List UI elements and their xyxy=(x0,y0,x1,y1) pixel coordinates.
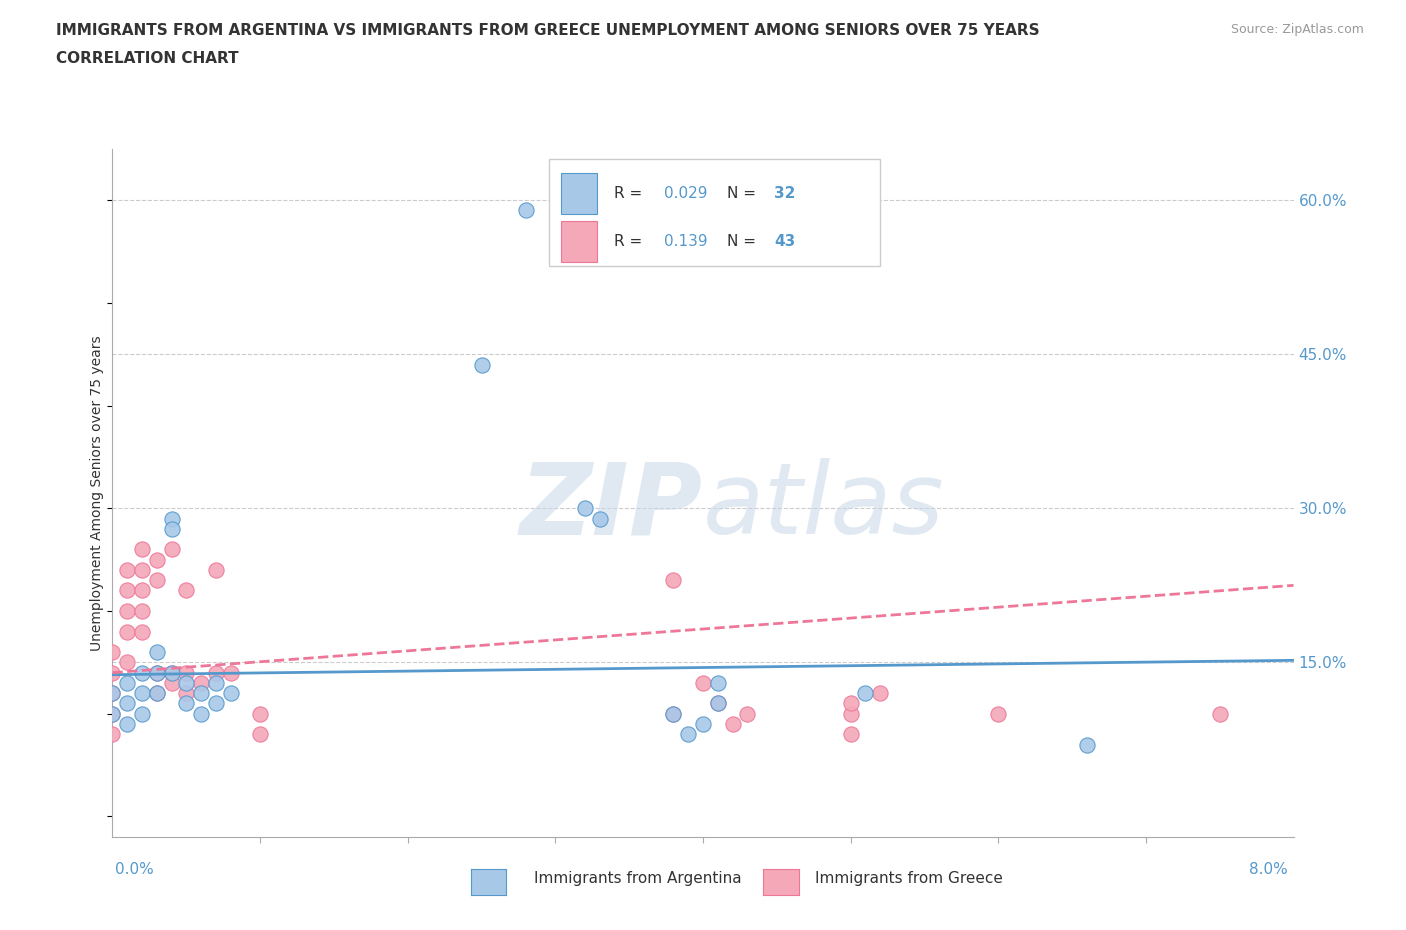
Text: IMMIGRANTS FROM ARGENTINA VS IMMIGRANTS FROM GREECE UNEMPLOYMENT AMONG SENIORS O: IMMIGRANTS FROM ARGENTINA VS IMMIGRANTS … xyxy=(56,23,1040,38)
Point xyxy=(839,696,862,711)
Point xyxy=(131,706,153,721)
Point xyxy=(174,583,197,598)
Point xyxy=(721,717,744,732)
Point xyxy=(205,563,228,578)
Point xyxy=(707,696,730,711)
Point xyxy=(117,624,138,639)
Point xyxy=(160,522,183,537)
Point xyxy=(205,665,228,680)
Point xyxy=(160,665,183,680)
Point xyxy=(160,665,183,680)
Point xyxy=(678,727,700,742)
Point xyxy=(101,706,124,721)
Point xyxy=(117,696,138,711)
Point xyxy=(146,573,169,588)
Point xyxy=(146,665,169,680)
Point xyxy=(117,583,138,598)
Text: 0.139: 0.139 xyxy=(664,234,707,249)
Point xyxy=(117,604,138,618)
Point xyxy=(117,717,138,732)
Point xyxy=(219,665,242,680)
Point xyxy=(146,685,169,700)
Text: 0.029: 0.029 xyxy=(664,186,707,201)
Text: atlas: atlas xyxy=(703,458,945,555)
Point xyxy=(131,665,153,680)
Point xyxy=(707,696,730,711)
Point xyxy=(160,542,183,557)
Text: 8.0%: 8.0% xyxy=(1249,862,1288,877)
Point xyxy=(146,685,169,700)
Point xyxy=(131,624,153,639)
Point xyxy=(174,696,197,711)
Point xyxy=(205,696,228,711)
Point xyxy=(190,685,212,700)
Point xyxy=(101,727,124,742)
Point xyxy=(588,512,610,526)
Point xyxy=(131,604,153,618)
Point xyxy=(839,706,862,721)
Point xyxy=(131,583,153,598)
Text: Immigrants from Greece: Immigrants from Greece xyxy=(815,871,1004,886)
Text: Source: ZipAtlas.com: Source: ZipAtlas.com xyxy=(1230,23,1364,36)
Point xyxy=(1076,737,1098,752)
Point xyxy=(869,685,891,700)
Point xyxy=(131,685,153,700)
Point xyxy=(131,542,153,557)
Text: CORRELATION CHART: CORRELATION CHART xyxy=(56,51,239,66)
Text: 0.0%: 0.0% xyxy=(115,862,155,877)
Point xyxy=(662,706,685,721)
Text: Immigrants from Argentina: Immigrants from Argentina xyxy=(534,871,742,886)
Text: R =: R = xyxy=(614,234,648,249)
FancyBboxPatch shape xyxy=(550,159,880,266)
Point xyxy=(707,675,730,690)
Point xyxy=(662,706,685,721)
Text: 43: 43 xyxy=(773,234,796,249)
Point xyxy=(205,675,228,690)
Point xyxy=(174,685,197,700)
Point xyxy=(117,563,138,578)
Text: ZIP: ZIP xyxy=(520,458,703,555)
Point xyxy=(160,675,183,690)
Point xyxy=(174,665,197,680)
Point xyxy=(692,675,714,690)
Point xyxy=(1208,706,1232,721)
Point xyxy=(190,706,212,721)
Bar xyxy=(561,221,596,262)
Point xyxy=(839,727,862,742)
Point xyxy=(219,685,242,700)
Point xyxy=(131,563,153,578)
Point xyxy=(101,644,124,659)
Point xyxy=(146,644,169,659)
Point xyxy=(146,552,169,567)
Point xyxy=(101,685,124,700)
Bar xyxy=(561,173,596,214)
Point xyxy=(249,727,271,742)
Point xyxy=(249,706,271,721)
Point xyxy=(190,675,212,690)
Point xyxy=(662,573,685,588)
Point xyxy=(987,706,1010,721)
Point xyxy=(101,706,124,721)
Point xyxy=(737,706,759,721)
Point xyxy=(160,512,183,526)
Point xyxy=(471,357,494,372)
Point xyxy=(692,717,714,732)
Text: R =: R = xyxy=(614,186,648,201)
Point xyxy=(174,675,197,690)
Point xyxy=(515,203,537,218)
Text: N =: N = xyxy=(727,186,761,201)
Point xyxy=(101,665,124,680)
Text: 32: 32 xyxy=(773,186,796,201)
Point xyxy=(853,685,877,700)
Text: N =: N = xyxy=(727,234,761,249)
Point xyxy=(101,685,124,700)
Point xyxy=(117,655,138,670)
Y-axis label: Unemployment Among Seniors over 75 years: Unemployment Among Seniors over 75 years xyxy=(90,335,104,651)
Point xyxy=(574,501,596,516)
Point xyxy=(117,675,138,690)
Point xyxy=(146,665,169,680)
